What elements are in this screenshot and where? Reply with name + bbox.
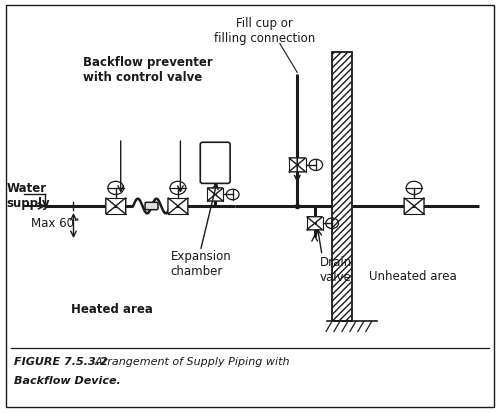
FancyBboxPatch shape — [200, 143, 230, 184]
Text: Backflow Device.: Backflow Device. — [14, 375, 120, 385]
Polygon shape — [289, 159, 306, 166]
Polygon shape — [306, 217, 322, 224]
Polygon shape — [289, 166, 306, 173]
Text: Arrangement of Supply Piping with: Arrangement of Supply Piping with — [88, 356, 290, 366]
Text: Fill cup or
filling connection: Fill cup or filling connection — [214, 17, 316, 45]
Text: FIGURE 7.5.3.2: FIGURE 7.5.3.2 — [14, 356, 108, 366]
Text: Heated area: Heated area — [71, 303, 153, 316]
Bar — [332, 53, 352, 321]
Polygon shape — [207, 188, 223, 195]
Text: Drain
valve: Drain valve — [320, 256, 352, 284]
FancyBboxPatch shape — [145, 203, 158, 210]
Polygon shape — [178, 198, 188, 215]
Polygon shape — [414, 198, 424, 215]
Text: Expansion
chamber: Expansion chamber — [170, 249, 231, 278]
Polygon shape — [207, 195, 223, 202]
Text: Water
supply: Water supply — [6, 182, 50, 210]
Text: Backflow preventer
with control valve: Backflow preventer with control valve — [84, 55, 213, 83]
Polygon shape — [116, 198, 126, 215]
Polygon shape — [404, 198, 414, 215]
Polygon shape — [168, 198, 178, 215]
Polygon shape — [306, 224, 322, 230]
Polygon shape — [106, 198, 116, 215]
Text: Max 60": Max 60" — [31, 216, 80, 229]
Text: Unheated area: Unheated area — [370, 270, 457, 283]
